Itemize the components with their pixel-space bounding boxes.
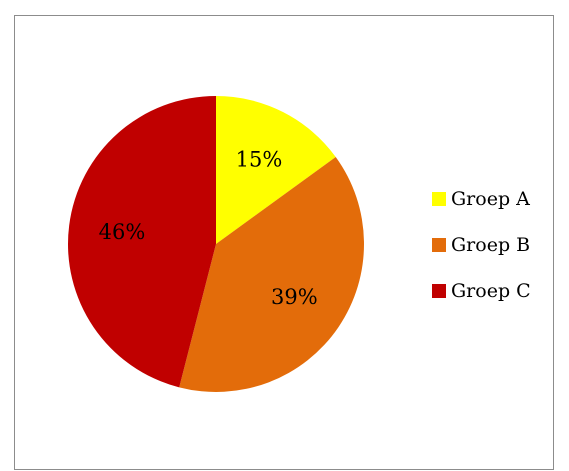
legend-swatch-groep-a: [432, 191, 446, 206]
pie-slices: [68, 96, 365, 393]
data-label-groep-c: 46%: [99, 220, 146, 244]
pie-slice-groep-b: [179, 157, 365, 393]
legend-swatch-groep-b: [432, 237, 446, 252]
data-label-groep-a: 15%: [236, 148, 283, 172]
pie-slice-groep-c: [68, 96, 216, 388]
legend-item-groep-b: Groep B: [432, 232, 531, 257]
legend-item-groep-a: Groep A: [432, 186, 531, 211]
pie-slice-groep-a: [216, 96, 336, 244]
legend-label-groep-a: Groep A: [451, 187, 530, 210]
legend-label-groep-c: Groep C: [451, 279, 531, 302]
pie-labels: 15% 39% 46%: [99, 148, 318, 310]
legend: Groep A Groep B Groep C: [432, 186, 531, 324]
data-label-groep-b: 39%: [271, 285, 318, 309]
legend-item-groep-c: Groep C: [432, 278, 531, 303]
legend-swatch-groep-c: [432, 283, 446, 298]
legend-label-groep-b: Groep B: [451, 233, 531, 256]
